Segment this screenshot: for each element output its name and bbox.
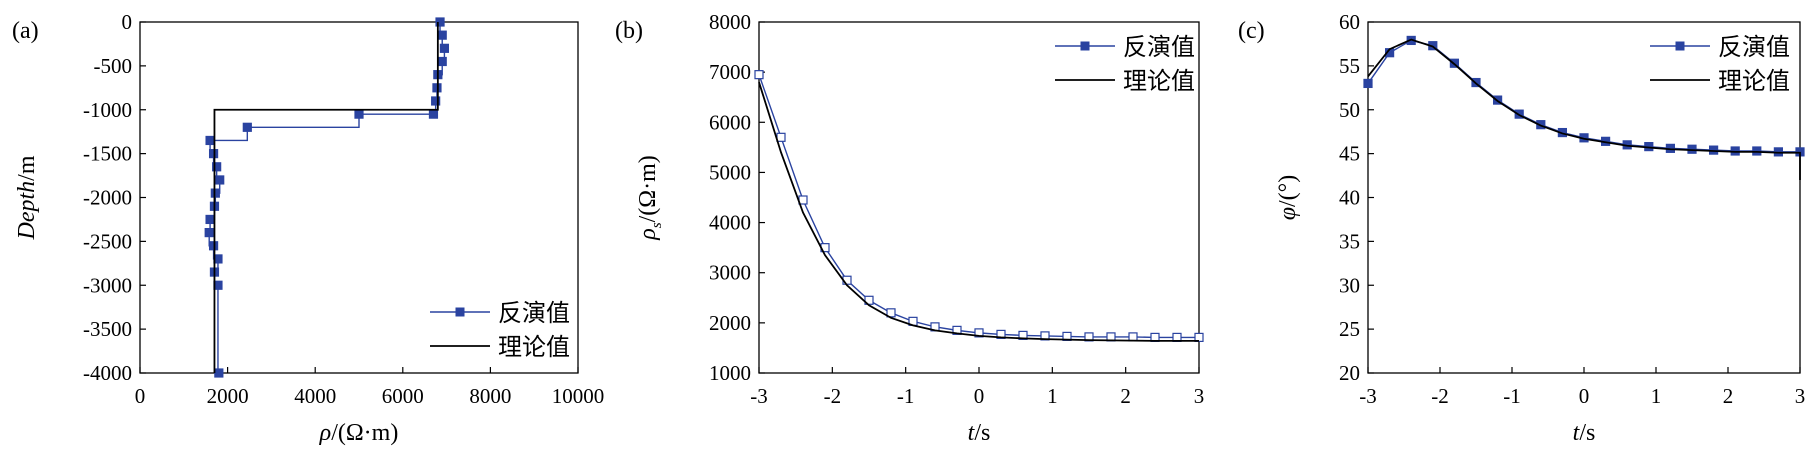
data-point xyxy=(204,228,214,238)
y-tick-label: 50 xyxy=(1339,98,1360,122)
data-point xyxy=(431,96,441,106)
y-tick-label: 25 xyxy=(1339,317,1360,341)
y-tick-label: 6000 xyxy=(709,110,751,134)
data-point xyxy=(205,214,215,225)
y-axis-label: ρs/(Ω·m) xyxy=(635,155,665,241)
panel-label: (a) xyxy=(12,18,39,44)
y-tick-label: -3000 xyxy=(83,273,132,297)
data-point xyxy=(212,162,222,172)
series-line-inverted xyxy=(208,22,446,374)
x-tick-label: 1 xyxy=(1651,384,1662,408)
y-tick-label: 1000 xyxy=(709,361,751,385)
x-tick-label: 6000 xyxy=(382,384,424,408)
legend-marker xyxy=(1675,41,1685,51)
y-tick-label: -2500 xyxy=(83,229,132,253)
x-axis-label: t/s xyxy=(1573,420,1596,446)
x-axis-label: t/s xyxy=(968,420,991,446)
x-tick-label: 3 xyxy=(1194,384,1205,408)
y-tick-label: 5000 xyxy=(709,160,751,184)
data-point xyxy=(996,329,1006,339)
y-tick-label: 30 xyxy=(1339,273,1360,297)
data-point xyxy=(437,30,447,40)
x-tick-label: -2 xyxy=(824,384,842,408)
x-tick-label: -1 xyxy=(1503,384,1521,408)
y-tick-label: 7000 xyxy=(709,60,751,84)
x-tick-label: 1 xyxy=(1047,384,1058,408)
y-tick-label: 3000 xyxy=(709,261,751,285)
legend-label: 理论值 xyxy=(498,333,570,361)
x-tick-label: -3 xyxy=(1359,384,1377,408)
x-tick-label: -2 xyxy=(1431,384,1449,408)
y-tick-label: 4000 xyxy=(709,211,751,235)
legend-label: 理论值 xyxy=(1718,67,1790,95)
y-tick-label: -500 xyxy=(94,54,133,78)
legend-marker xyxy=(455,307,465,317)
y-tick-label: -1000 xyxy=(83,98,132,122)
legend-marker xyxy=(1080,41,1090,51)
data-point xyxy=(974,328,984,338)
series-line-theory xyxy=(213,22,439,373)
y-tick-label: -1500 xyxy=(83,142,132,166)
legend-label: 反演值 xyxy=(1123,33,1195,61)
y-tick-label: -3500 xyxy=(83,317,132,341)
y-tick-label: 2000 xyxy=(709,311,751,335)
y-tick-label: 35 xyxy=(1339,229,1360,253)
x-tick-label: 2000 xyxy=(207,384,249,408)
x-tick-label: 10000 xyxy=(552,384,605,408)
data-point xyxy=(435,17,445,27)
x-tick-label: 0 xyxy=(1579,384,1590,408)
y-tick-label: -4000 xyxy=(83,361,132,385)
x-tick-label: 2 xyxy=(1120,384,1131,408)
data-point xyxy=(214,368,224,378)
data-point xyxy=(242,122,252,132)
y-tick-label: 40 xyxy=(1339,186,1360,210)
y-tick-label: 55 xyxy=(1339,54,1360,78)
legend-label: 反演值 xyxy=(498,299,570,327)
data-point xyxy=(215,175,225,185)
x-tick-label: 3 xyxy=(1795,384,1806,408)
x-tick-label: 4000 xyxy=(294,384,336,408)
panel-b: -3 -2 -1 0 1 2 3 1000 2000 3000 4000 5000 6000 7000 80… xyxy=(615,10,1204,446)
panel-c: -3 -2 -1 0 1 2 3 20 25 30 35 40 45 50 55 60 (c) t/s φ/(°) 反… xyxy=(1238,10,1805,446)
data-point xyxy=(1363,78,1373,89)
y-tick-label: 20 xyxy=(1339,361,1360,385)
y-tick-label: 45 xyxy=(1339,142,1360,166)
panel-label: (b) xyxy=(615,18,643,44)
x-tick-label: -1 xyxy=(897,384,915,408)
legend-label: 理论值 xyxy=(1123,67,1195,95)
y-tick-label: 8000 xyxy=(709,10,751,34)
x-tick-label: 8000 xyxy=(469,384,511,408)
data-point xyxy=(428,109,439,119)
data-point xyxy=(1018,330,1028,340)
data-point xyxy=(776,132,786,142)
legend-label: 反演值 xyxy=(1718,33,1790,61)
y-tick-label: 60 xyxy=(1339,10,1360,34)
x-tick-label: 0 xyxy=(135,384,146,408)
data-point xyxy=(437,56,447,67)
panel-label: (c) xyxy=(1238,18,1265,44)
y-tick-label: -2000 xyxy=(83,186,132,210)
data-point xyxy=(1128,332,1138,342)
y-axis-label: Depth/m xyxy=(14,155,40,240)
data-point xyxy=(952,325,962,335)
data-point xyxy=(354,109,364,119)
series-line-inverted xyxy=(758,74,1199,339)
x-tick-label: 2 xyxy=(1723,384,1734,408)
data-point xyxy=(205,135,215,146)
series-line-theory xyxy=(1367,38,1801,180)
data-point xyxy=(439,43,450,53)
x-axis-label: ρ/(Ω·m) xyxy=(319,420,399,446)
y-axis-label: φ/(°) xyxy=(1275,175,1301,221)
data-point xyxy=(754,70,764,80)
y-tick-label: 0 xyxy=(122,10,133,34)
panel-a: 0 2000 4000 6000 8000 10000 0 -500 -1000 -1500 -20… xyxy=(12,10,604,446)
x-tick-label: 0 xyxy=(974,384,985,408)
series-line-theory xyxy=(758,81,1199,342)
x-tick-label: -3 xyxy=(750,384,768,408)
